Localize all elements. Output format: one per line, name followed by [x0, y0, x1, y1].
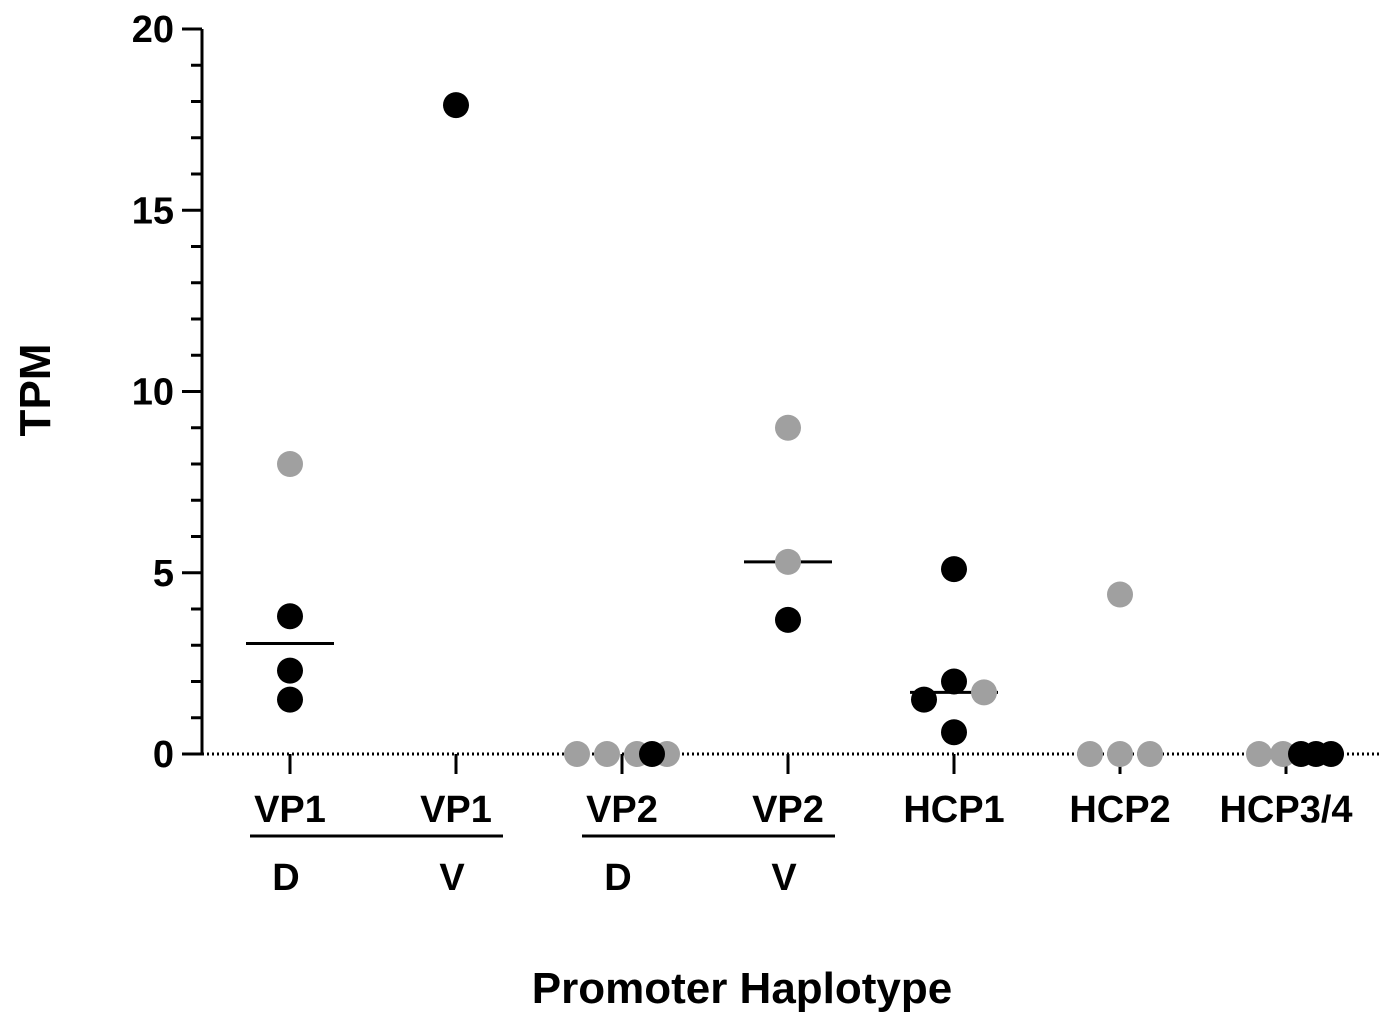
- data-point-gray: [1270, 741, 1296, 767]
- group-label: V: [771, 857, 797, 899]
- x-category-label: HCP3/4: [1219, 789, 1352, 831]
- y-tick-label: 15: [132, 190, 174, 232]
- data-point-black: [941, 668, 967, 695]
- data-point-gray: [775, 414, 801, 441]
- group-label: D: [604, 857, 631, 899]
- group-label: D: [272, 857, 299, 899]
- data-point-gray: [1246, 741, 1272, 767]
- data-point-gray: [564, 741, 590, 767]
- data-point-black: [443, 92, 469, 119]
- data-point-black: [277, 686, 303, 713]
- data-point-gray: [1107, 581, 1133, 608]
- data-point-black: [941, 719, 967, 746]
- data-point-black: [277, 603, 303, 630]
- data-point-gray: [1107, 741, 1133, 767]
- median-lines: [246, 560, 998, 694]
- data-point-gray: [971, 679, 997, 706]
- data-point-black: [775, 606, 801, 633]
- category-labels: VP1 VP1 VP2 VP2 HCP1 HCP2 HCP3/4: [254, 754, 1353, 831]
- data-point-black: [911, 686, 937, 713]
- data-points: [277, 92, 1344, 767]
- data-point-black: [1318, 741, 1344, 767]
- x-category-label: VP2: [586, 789, 658, 831]
- y-ticks: 0 5 10 15 20: [132, 9, 202, 776]
- data-point-gray: [277, 451, 303, 477]
- x-axis-title: Promoter Haplotype: [532, 964, 953, 1013]
- data-point-gray: [775, 548, 801, 575]
- data-point-black: [277, 657, 303, 684]
- x-category-label: VP1: [254, 789, 326, 831]
- x-category-label: VP1: [420, 789, 492, 831]
- y-tick-label: 0: [153, 734, 174, 776]
- group-label: V: [439, 857, 465, 899]
- data-point-gray: [594, 741, 620, 767]
- data-point-gray: [1137, 741, 1163, 767]
- y-tick-label: 10: [132, 372, 174, 414]
- x-category-label: HCP2: [1069, 789, 1170, 831]
- x-category-label: HCP1: [903, 789, 1004, 831]
- y-tick-label: 5: [153, 553, 174, 595]
- data-point-black: [639, 741, 665, 767]
- data-point-black: [941, 556, 967, 583]
- y-tick-label: 20: [132, 9, 174, 51]
- axes: 0 5 10 15 20: [132, 9, 1382, 776]
- y-axis-title: TPM: [11, 344, 60, 437]
- x-category-label: VP2: [752, 789, 824, 831]
- data-point-gray: [1077, 741, 1103, 767]
